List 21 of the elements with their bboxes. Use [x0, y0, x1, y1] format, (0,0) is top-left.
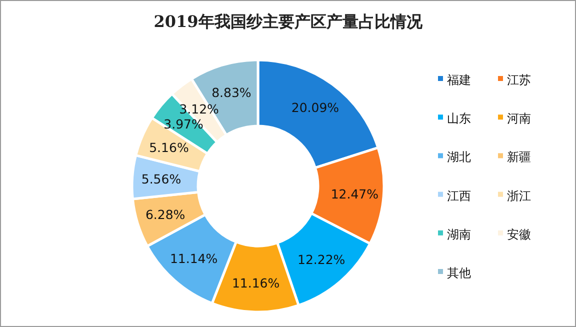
- legend-label: 山东: [447, 112, 471, 126]
- data-label: 5.56%: [141, 172, 182, 187]
- data-label: 5.16%: [149, 140, 189, 155]
- legend-label: 湖南: [447, 227, 471, 242]
- legend-label: 江苏: [507, 73, 531, 87]
- legend-label: 新疆: [507, 150, 531, 164]
- data-label: 11.16%: [232, 275, 280, 290]
- legend-label: 安徽: [507, 227, 531, 242]
- data-label: 11.14%: [170, 251, 218, 266]
- legend-label: 其他: [447, 266, 471, 280]
- data-label: 20.09%: [291, 100, 340, 116]
- data-label: 12.22%: [298, 252, 346, 267]
- data-label: 6.28%: [145, 207, 186, 222]
- legend-label: 河南: [507, 112, 531, 126]
- chart-title: 2019年我国纱主要产区产量占比情况: [154, 12, 424, 31]
- data-label: 8.83%: [212, 85, 252, 100]
- legend-label: 福建: [447, 73, 471, 87]
- legend-label: 江西: [447, 188, 471, 203]
- legend-label: 湖北: [447, 150, 471, 164]
- legend-label: 浙江: [507, 188, 531, 203]
- data-label: 12.47%: [330, 186, 379, 202]
